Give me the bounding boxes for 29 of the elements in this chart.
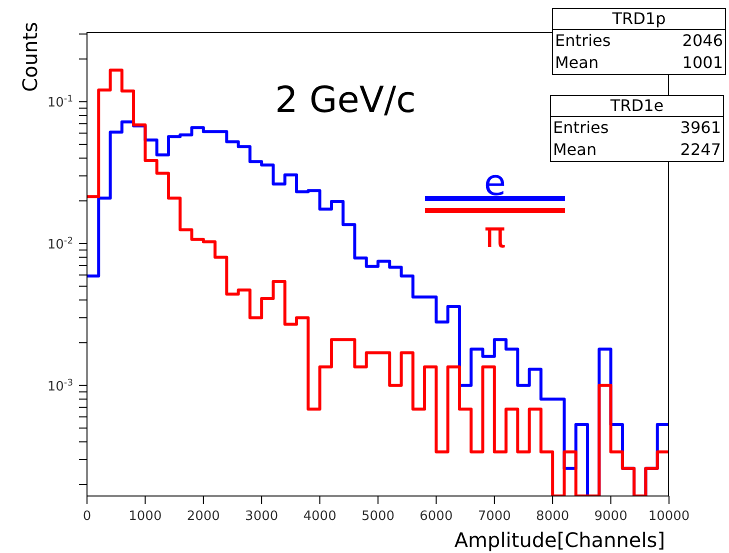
x-tick-label: 1000: [128, 509, 162, 524]
annotation: TRD1e: [551, 96, 723, 117]
text: 2046: [682, 30, 723, 52]
x-tick-label: 8000: [536, 509, 570, 524]
y-tick-label: 10$^{-3}$: [47, 378, 74, 394]
x-tick-label: 7000: [478, 509, 511, 524]
text: 2247: [680, 139, 721, 161]
annotation: Entries: [555, 30, 611, 52]
text: TRD1p: [553, 9, 725, 30]
text: 1001: [682, 52, 723, 74]
legend-box: e π: [425, 170, 565, 254]
annotation: Mean: [555, 52, 599, 74]
x-tick-label: 0: [82, 509, 92, 524]
x-tick-label: 6000: [420, 509, 453, 524]
x-tick-label: 5000: [361, 509, 395, 524]
annotation: Mean: [553, 139, 597, 161]
y-tick-label: 10$^{-1}$: [47, 94, 73, 111]
x-tick-label: 3000: [245, 509, 278, 524]
x-tick-label: 2000: [186, 509, 220, 524]
x-tick-label: 9000: [594, 509, 628, 524]
annotation: Entries: [553, 117, 609, 139]
text: 3961: [680, 117, 721, 139]
annotation: 2 GeV/c: [275, 80, 416, 121]
x-tick-label: 4000: [303, 509, 336, 524]
legend-label: π: [483, 215, 507, 256]
y-tick-label: 10$^{-2}$: [47, 236, 73, 253]
x-axis-title: Amplitude[Channels]: [454, 528, 665, 552]
y-axis-title: Counts: [18, 22, 42, 94]
x-tick-label: 10000: [648, 509, 690, 524]
